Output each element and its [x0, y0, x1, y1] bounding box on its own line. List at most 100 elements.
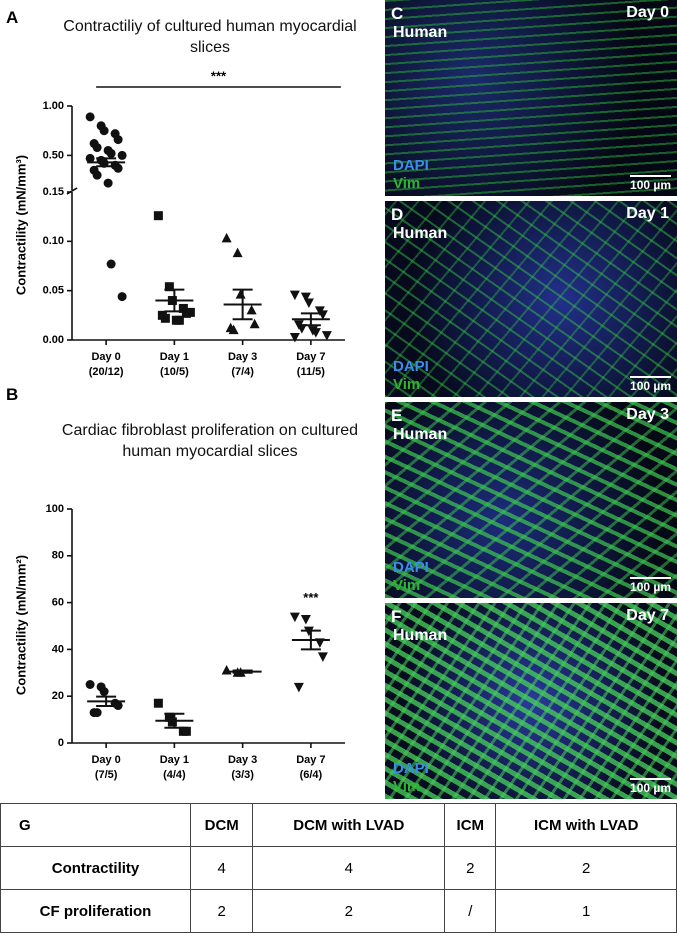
header-cell: DCM [189, 803, 254, 847]
stain-label: Vim [393, 175, 421, 192]
header-cell: DCM with LVAD [252, 803, 446, 847]
x-tick-n: (10/5) [160, 366, 189, 378]
y-tick-label: 20 [52, 690, 64, 702]
point [300, 614, 311, 625]
y-tick-label: 0.15 [43, 186, 64, 198]
significance: *** [303, 590, 319, 605]
point [178, 303, 188, 313]
y-tick-label: 0.50 [43, 149, 64, 161]
cell: 4 [189, 846, 254, 890]
point [85, 112, 95, 122]
y-tick-label: 0 [58, 737, 64, 749]
row-label: CF proliferation [0, 889, 191, 933]
day-label: Day 1 [626, 205, 669, 222]
panel-label: C [391, 4, 404, 23]
day-label: Day 3 [626, 406, 669, 423]
point [296, 324, 307, 334]
species-label: Human [393, 426, 448, 443]
x-tick-n: (6/4) [300, 769, 323, 781]
point [117, 150, 127, 160]
point [113, 701, 123, 711]
point [185, 307, 195, 317]
point [221, 664, 232, 675]
point [232, 247, 243, 258]
cell: 2 [495, 846, 677, 890]
point [160, 313, 170, 323]
y-tick-label: 1.00 [43, 100, 64, 112]
significance: *** [211, 68, 227, 83]
panel-label: E [391, 406, 403, 425]
point [92, 143, 102, 153]
point [246, 304, 257, 315]
summary-table: G DCM DCM with LVAD ICM ICM with LVAD Co… [0, 803, 677, 933]
point [321, 331, 332, 341]
panel-label: A [6, 8, 19, 27]
point [303, 298, 314, 309]
x-tick-n: (3/3) [231, 769, 254, 781]
day-label: Day 0 [626, 4, 669, 21]
panel-label: B [6, 385, 19, 404]
x-tick-n: (11/5) [297, 366, 325, 378]
stain-label: Vim [393, 778, 421, 795]
chart: 0.00 0.05 0.10 0.15 0.50 1.00 Contractility (m… [13, 68, 345, 378]
stain-label: Vim [393, 376, 421, 393]
stain-label: DAPI [393, 358, 429, 375]
x-tick-label: Day 1 [160, 754, 189, 766]
day-label: Day 7 [626, 607, 669, 624]
point [317, 652, 328, 662]
micrograph: E Human Day 3 DAPI Vim 100 µm [385, 402, 677, 598]
x-tick-label: Day 3 [228, 351, 257, 363]
stain-label: Vim [393, 577, 421, 594]
cell: 4 [252, 846, 446, 890]
stain-label: DAPI [393, 157, 429, 174]
stain-label: DAPI [393, 760, 429, 777]
point [153, 211, 163, 221]
x-tick-n: (20/12) [89, 366, 124, 378]
x-tick-label: Day 7 [296, 754, 325, 766]
panel-label: F [391, 607, 402, 626]
chart-title: Contractiliy of cultured human myocardia… [63, 18, 357, 56]
micrograph: D Human Day 1 DAPI Vim 100 µm [385, 201, 677, 397]
x-tick-n: (4/4) [163, 769, 186, 781]
species-label: Human [393, 627, 448, 644]
y-axis-label: Contractility (mN/mm²) [13, 555, 28, 695]
micrograph: F Human Day 7 DAPI Vim 100 µm [385, 603, 677, 799]
point [113, 163, 123, 173]
cell: 2 [252, 889, 446, 933]
y-tick-label: 0.05 [43, 285, 64, 297]
cell: / [444, 889, 497, 933]
panel-label: D [391, 205, 404, 224]
point [289, 290, 300, 301]
point [174, 315, 184, 325]
point [92, 170, 102, 180]
scale-bar: 100 µm [630, 175, 671, 192]
point [300, 292, 311, 303]
point [106, 148, 116, 158]
point [293, 682, 304, 693]
panel-label: G [0, 803, 191, 847]
scale-bar: 100 µm [630, 577, 671, 594]
cell: 2 [189, 889, 254, 933]
point [99, 126, 109, 136]
point [113, 135, 123, 145]
stain-label: DAPI [393, 559, 429, 576]
x-tick-n: (7/4) [231, 366, 254, 378]
y-axis-label: Contractility (mN/mm³) [13, 155, 28, 295]
cell: 1 [495, 889, 677, 933]
y-tick-label: 0.10 [43, 235, 64, 247]
point [167, 717, 177, 727]
point [153, 698, 163, 708]
x-tick-n: (7/5) [95, 769, 118, 781]
point [92, 708, 102, 718]
point [228, 324, 239, 335]
point [221, 232, 232, 243]
point [164, 282, 174, 292]
point [85, 153, 95, 163]
point [289, 612, 300, 623]
y-tick-label: 100 [46, 503, 64, 515]
scale-bar: 100 µm [630, 778, 671, 795]
point [164, 712, 174, 722]
point [103, 178, 113, 188]
point [249, 318, 260, 329]
point [310, 328, 321, 338]
